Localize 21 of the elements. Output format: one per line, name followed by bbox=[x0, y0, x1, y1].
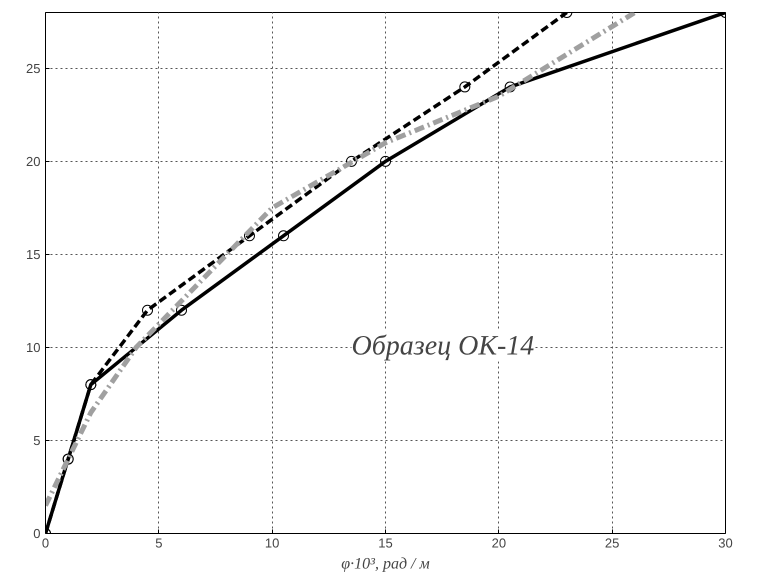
y-tick-label: 0 bbox=[33, 526, 41, 541]
y-tick-label: 10 bbox=[26, 340, 41, 355]
point bbox=[346, 156, 357, 167]
x-tick-label: 5 bbox=[155, 536, 162, 550]
y-tick-label: 20 bbox=[26, 154, 41, 169]
x-tick-label: 10 bbox=[264, 536, 280, 550]
point bbox=[142, 304, 153, 316]
y-tick-label: 15 bbox=[26, 246, 41, 262]
point bbox=[504, 81, 516, 92]
point bbox=[278, 230, 289, 242]
y-tick-label: 25 bbox=[26, 60, 41, 76]
point bbox=[459, 81, 470, 92]
x-tick-label: 20 bbox=[492, 536, 506, 550]
x-tick-label: 15 bbox=[378, 536, 393, 550]
x-tick-label: 30 bbox=[718, 536, 733, 550]
x-tick-label: 25 bbox=[604, 536, 620, 550]
x-axis-title: φ·10³, рад / м bbox=[341, 556, 430, 572]
y-tick-label: 5 bbox=[33, 432, 41, 448]
annotation: Образец ОК-14 bbox=[352, 330, 534, 362]
point bbox=[380, 156, 391, 167]
point bbox=[176, 304, 187, 316]
